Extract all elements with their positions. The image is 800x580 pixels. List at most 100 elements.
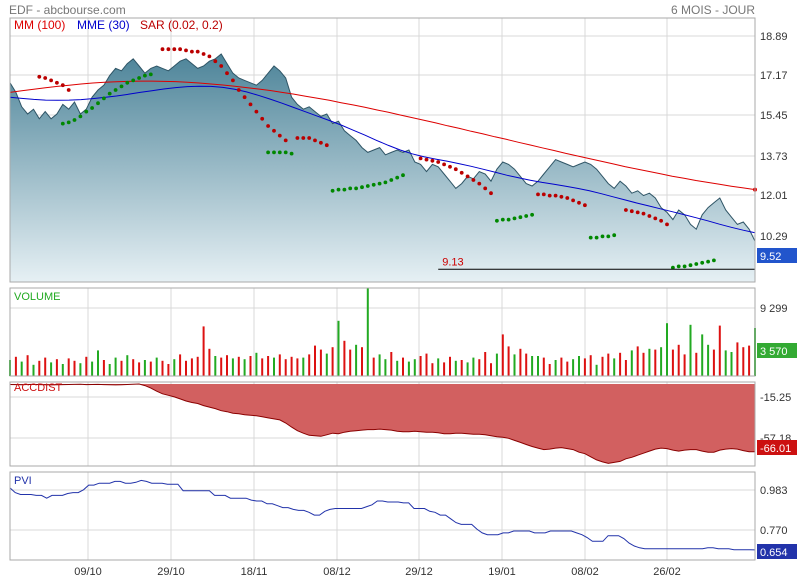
volume-bar xyxy=(138,362,141,376)
sar-dot-down xyxy=(635,210,640,215)
price-line xyxy=(9,53,756,242)
x-axis-ticks: 09/10 29/10 18/11 08/12 29/12 19/01 08/02 26/02 xyxy=(74,566,681,578)
volume-bar xyxy=(26,355,29,376)
sar-dot-up xyxy=(612,233,617,238)
sar-dot-down xyxy=(471,178,476,182)
volume-bar xyxy=(231,358,234,376)
y-axis-ticks: 18.89 17.17 15.45 13.73 12.01 10.29 9 299 -15.2… xyxy=(760,31,791,537)
sar-dot-down xyxy=(178,47,183,52)
volume-bar xyxy=(102,360,105,376)
sar-dot-up xyxy=(96,101,100,106)
volume-bar xyxy=(114,357,117,376)
sar-dot-down xyxy=(248,102,253,107)
x-tick: 08/12 xyxy=(323,566,351,578)
volume-bar xyxy=(237,356,240,376)
volume-bar xyxy=(149,361,152,376)
sar-dot-down xyxy=(583,203,587,208)
sar-dot-down xyxy=(319,140,323,145)
volume-bar xyxy=(742,347,745,376)
accdist-badge: -66.01 xyxy=(760,443,791,455)
sar-dot-down xyxy=(536,192,540,197)
sar-dot-down xyxy=(489,191,493,196)
volume-bar xyxy=(666,323,668,376)
volume-bar xyxy=(243,359,246,376)
volume-bar xyxy=(402,357,404,376)
volume-bar xyxy=(85,356,88,376)
volume-bar xyxy=(349,349,352,376)
volume-bar xyxy=(14,356,17,376)
sar-dot-up xyxy=(524,214,529,218)
sar-dot-up xyxy=(506,217,511,222)
sar-dot-down xyxy=(236,88,241,92)
volume-bar xyxy=(44,357,47,376)
sar-dot-up xyxy=(360,185,364,190)
volume-bar xyxy=(202,326,205,376)
sar-dot-up xyxy=(700,260,705,265)
sar-dot-up xyxy=(283,150,288,155)
sar-dot-down xyxy=(166,47,171,52)
sar-dot-down xyxy=(242,95,247,100)
sar-dot-up xyxy=(512,216,517,221)
sar-dot-up xyxy=(143,73,147,78)
volume-y-tick: 9 299 xyxy=(760,303,788,315)
accdist-area xyxy=(10,384,755,464)
price-panel: 9.13 xyxy=(9,47,757,282)
volume-bar xyxy=(185,360,187,376)
sar-dot-up xyxy=(90,106,94,110)
sar-dot-up xyxy=(688,263,693,268)
sar-dot-down xyxy=(184,48,188,53)
pvi-y-tick: 0.770 xyxy=(760,525,788,537)
volume-bar xyxy=(108,364,111,376)
sar-dot-down xyxy=(295,136,300,140)
price-y-tick: 17.17 xyxy=(760,70,788,82)
volume-bar xyxy=(173,359,176,376)
volume-bar xyxy=(677,344,680,376)
sar-dot-down xyxy=(219,64,224,68)
volume-bar xyxy=(507,346,510,376)
volume-bar xyxy=(601,356,604,376)
sar-dot-down xyxy=(207,54,212,59)
panel-frames xyxy=(9,17,756,561)
volume-bar xyxy=(132,359,135,376)
sar-dot-up xyxy=(78,114,83,119)
sar-dot-up xyxy=(60,121,65,126)
volume-bar xyxy=(554,360,557,376)
sar-dot-down xyxy=(272,128,276,133)
volume-bar xyxy=(226,355,228,376)
volume-bar xyxy=(361,347,363,376)
sar-dot-down xyxy=(225,71,229,76)
volume-bar xyxy=(490,363,492,376)
sar-dot-down xyxy=(541,192,546,197)
volume-bar xyxy=(67,358,70,376)
sar-dot-up xyxy=(148,72,153,77)
volume-bar xyxy=(513,354,516,376)
volume-bar xyxy=(707,344,710,376)
volume-bar xyxy=(413,359,416,376)
volume-bar xyxy=(624,360,627,376)
sar-dot-up xyxy=(518,215,523,220)
volume-bar xyxy=(190,358,193,376)
volume-bar xyxy=(167,364,170,376)
volume-bar xyxy=(736,342,739,376)
volume-bar xyxy=(20,361,23,376)
volume-bar xyxy=(531,356,534,376)
volume-bar xyxy=(636,346,639,376)
sar-dot-up xyxy=(66,120,71,125)
volume-bar xyxy=(407,361,410,376)
sar-dot-down xyxy=(283,138,288,143)
sar-dot-up xyxy=(600,234,605,239)
sar-dot-down xyxy=(201,52,206,56)
sar-dot-up xyxy=(371,182,376,187)
volume-bar xyxy=(302,357,305,376)
sar-dot-up xyxy=(102,96,106,101)
volume-bar xyxy=(578,356,580,376)
accdist-line xyxy=(9,383,755,464)
x-tick: 29/12 xyxy=(405,566,433,578)
volume-badge-bg xyxy=(757,343,797,358)
volume-bar xyxy=(660,347,663,376)
volume-bar xyxy=(501,334,504,376)
sar-dot-down xyxy=(190,49,194,54)
sar-dot-up xyxy=(495,218,499,223)
volume-bar xyxy=(79,363,82,376)
volume-panel xyxy=(9,288,756,376)
